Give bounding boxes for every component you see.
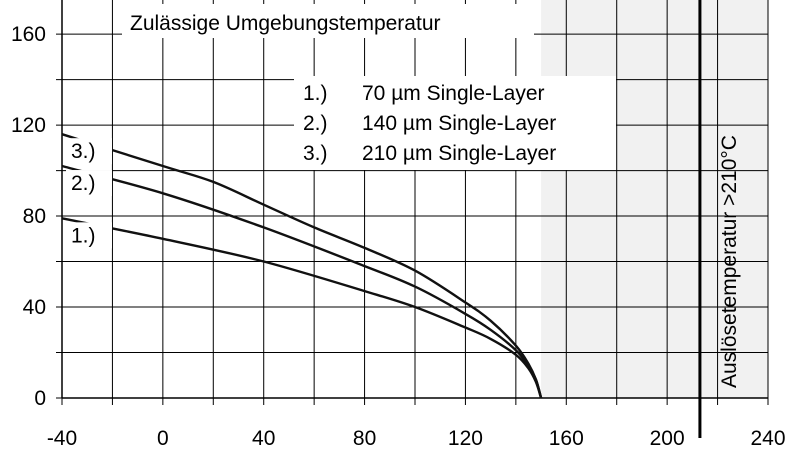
x-tick-label: 40 [252,427,275,449]
series-line-3 [61,133,543,399]
legend-number: 2.) [303,112,328,135]
x-tick-label: 80 [353,427,376,449]
y-tick-label: 80 [23,205,46,228]
y-tick-label: 40 [23,296,46,319]
series-label: 3.) [71,140,96,163]
y-tick-labels: 0 40 80 120 160 [11,23,46,410]
x-tick-label: 120 [448,427,483,449]
series-labels: 1.) 2.) 3.) [66,138,112,249]
series-line-2 [61,164,543,399]
y-tick-label: 120 [11,114,46,137]
legend-background [294,76,616,170]
series-label: 1.) [71,224,96,247]
x-tick-label: 160 [549,427,584,449]
chart-title: Zulässige Umgebungstemperatur [130,12,441,35]
x-tick-labels: -40 0 40 80 120 160 200 240 [47,427,786,449]
x-tick-label: 0 [157,427,169,449]
series-label-background [66,138,112,165]
series-label-background [66,222,112,249]
legend-text: 210 µm Single-Layer [362,142,556,165]
legend-number: 3.) [303,142,328,165]
chart-title-background [122,4,534,38]
x-tick-label: 240 [750,427,785,449]
shaded-region [541,0,768,398]
series-group [61,133,543,399]
y-tick-label: 0 [34,387,46,410]
series-label-background [66,170,112,197]
x-tick-label: 200 [650,427,685,449]
legend-number: 1.) [303,82,328,105]
legend: 1.) 70 µm Single-Layer 2.) 140 µm Single-La… [303,82,556,165]
series-label: 2.) [71,172,96,195]
trip-temperature-label: Auslösetemperatur >210°C [718,135,741,388]
legend-text: 70 µm Single-Layer [362,82,545,105]
series-line-1 [61,217,543,399]
x-tick-label: -40 [47,427,77,449]
y-tick-label: 160 [11,23,46,46]
legend-text: 140 µm Single-Layer [362,112,556,135]
